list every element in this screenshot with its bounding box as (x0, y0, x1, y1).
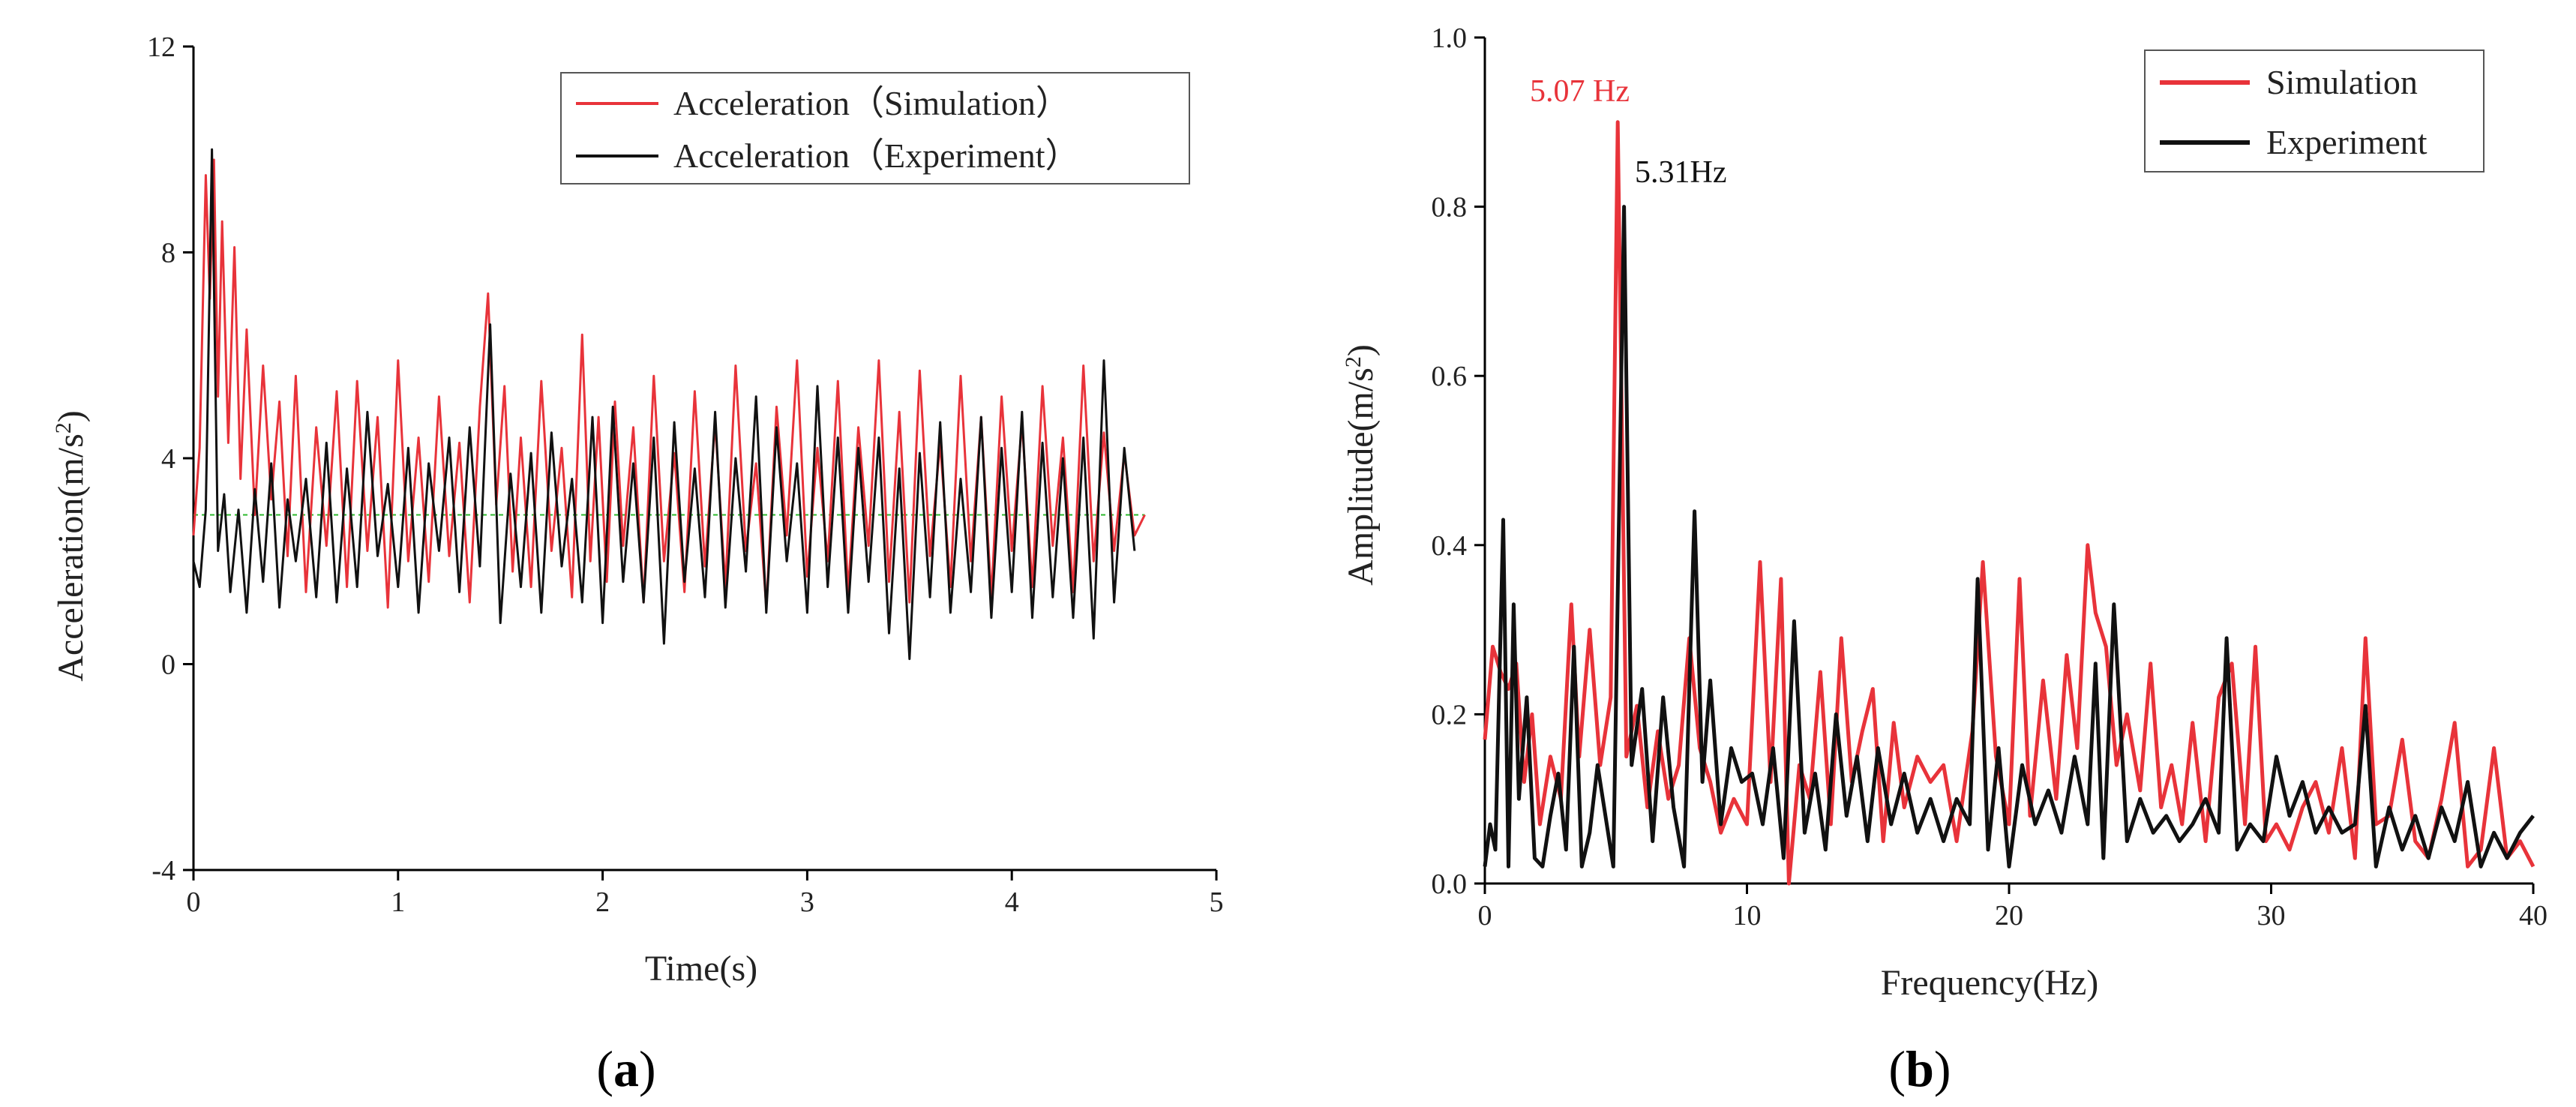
panel-a-x-tick-label: 0 (187, 886, 201, 918)
panel-b-y-tick-label: 0.4 (1432, 530, 1468, 562)
panel-a-y-tick-label: 12 (147, 32, 175, 63)
panel-a-y-tick-label: 4 (161, 443, 175, 475)
panel-b-annotation-simulation-peak: 5.07 Hz (1530, 74, 1630, 109)
panel-a-legend-label-experiment: Acceleration（Experiment） (673, 136, 1080, 175)
panel-b-y-axis-title: Amplitude(m/s2) (1341, 344, 1381, 586)
panel-b-axes: 0 10 20 30 40 0.0 0.2 0.4 0.6 0.8 1.0 (1432, 22, 2548, 932)
panel-b-x-tick-label: 30 (2257, 900, 2286, 932)
panel-b-legend: Simulation Experiment (2144, 50, 2485, 172)
panel-a-series-acceleration-simulation (192, 158, 1146, 609)
panel-a-x-tick-label: 2 (595, 886, 610, 918)
panel-b-y-tick-label: 0.6 (1432, 361, 1468, 392)
panel-a-legend-label-simulation: Acceleration（Simulation） (673, 84, 1070, 122)
panel-a-x-tick-label: 5 (1210, 886, 1224, 918)
panel-b-series-group (1483, 120, 2536, 886)
panel-b-y-tick-label: 0.0 (1432, 868, 1468, 900)
panel-b-legend-label-simulation: Simulation (2266, 63, 2418, 101)
panel-a-y-tick-label: 8 (161, 238, 175, 269)
panel-a-label: (a) (596, 1040, 655, 1097)
panel-a-legend-box (560, 72, 1190, 184)
panel-b-chart: 0 10 20 30 40 0.0 0.2 0.4 0.6 0.8 1.0 5.07 Hz 5.31… (1341, 22, 2548, 1097)
panel-a-x-axis-title: Time(s) (645, 949, 757, 988)
panel-a-x-tick-label: 1 (391, 886, 405, 918)
panel-b-x-axis-title: Frequency(Hz) (1881, 963, 2099, 1003)
panel-a-x-tick-label: 4 (1005, 886, 1019, 918)
panel-b-annotation-experiment-peak: 5.31Hz (1635, 155, 1726, 190)
panel-a-series-group (192, 148, 1146, 661)
panel-a-series-acceleration-experiment (192, 148, 1136, 661)
panel-b-label: (b) (1888, 1040, 1951, 1097)
panel-b-y-tick-label: 1.0 (1432, 22, 1468, 54)
panel-b-series-simulation (1483, 120, 2536, 886)
panel-a-y-tick-label: 0 (161, 650, 175, 681)
panel-a-y-tick-label: -4 (151, 855, 175, 886)
panel-b-legend-box (2144, 50, 2485, 172)
panel-b-y-tick-label: 0.8 (1432, 192, 1468, 224)
panel-a-x-tick-label: 3 (800, 886, 814, 918)
panel-b-x-tick-label: 40 (2519, 900, 2548, 932)
panel-a-legend: Acceleration（Simulation） Acceleration（Ex… (560, 72, 1190, 184)
panel-a-y-axis-title: Acceleration(m/s2) (51, 410, 91, 682)
panel-b-x-tick-label: 20 (1995, 900, 2023, 932)
panel-b-series-experiment (1483, 205, 2535, 868)
panel-b-y-tick-label: 0.2 (1432, 699, 1468, 730)
panel-b-legend-label-experiment: Experiment (2266, 123, 2428, 161)
panel-b-x-tick-label: 0 (1478, 900, 1492, 932)
panel-b-x-tick-label: 10 (1733, 900, 1762, 932)
